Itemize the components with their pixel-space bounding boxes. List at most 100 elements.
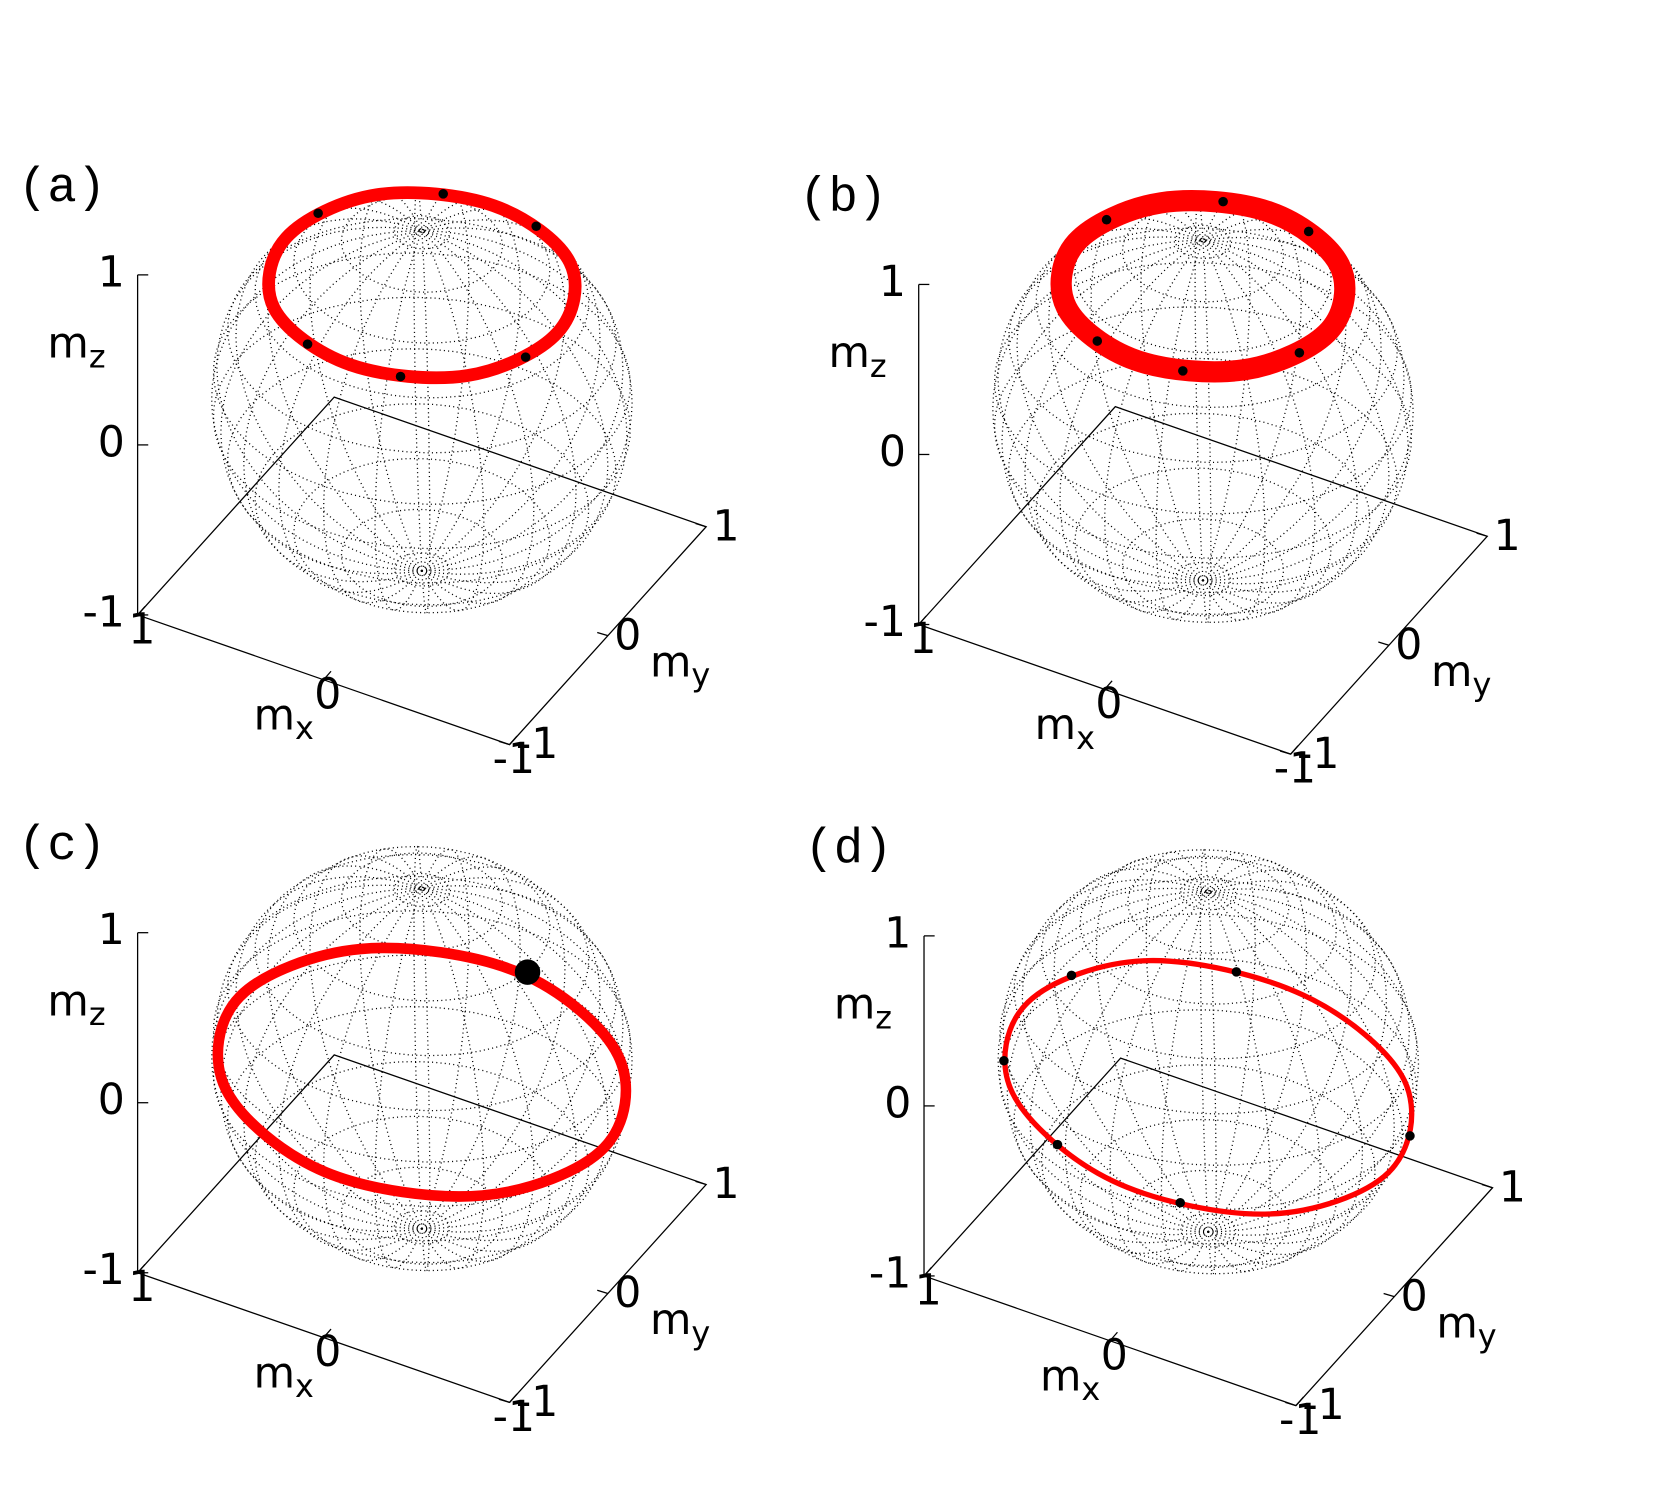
sphere-wire (293, 845, 551, 1002)
z-tick-label: 1 (98, 248, 125, 297)
sphere-wire (421, 227, 624, 572)
y-axis-label-sub: y (1478, 1317, 1497, 1355)
y-axis-label-sub: y (1472, 666, 1491, 704)
sphere-wire (413, 845, 423, 1229)
sphere-wire (1016, 227, 1204, 582)
y-tick-label: 0 (1395, 621, 1422, 670)
sphere-wire (1064, 891, 1209, 1254)
sphere-wire (267, 207, 423, 572)
sphere-wire (1208, 891, 1395, 1245)
sphere-wire (421, 198, 521, 572)
sphere-wire (1202, 239, 1390, 593)
sphere-wire (211, 887, 422, 1230)
sphere-wire (1040, 1064, 1376, 1267)
sphere-wire (267, 865, 423, 1230)
sphere-wire (421, 888, 577, 1252)
point (1294, 348, 1305, 358)
z-tick-label: -1 (82, 1246, 124, 1295)
sphere-wire (421, 230, 431, 614)
sphere-wire (999, 957, 1418, 1211)
sphere-wire (1008, 227, 1398, 464)
z-tick-label: 1 (879, 258, 906, 307)
sphere-wire (322, 230, 423, 604)
sphere-wire (243, 887, 423, 1241)
sphere-wire (1024, 239, 1204, 592)
x-tick (1295, 1396, 1304, 1407)
sphere-wire (1021, 879, 1209, 1233)
sphere-wire (216, 226, 423, 572)
z-axis-label: mz (834, 980, 892, 1036)
trajectory (1050, 190, 1356, 383)
y-tick (695, 1180, 707, 1186)
x-axis-label: mx (1040, 1352, 1100, 1408)
x-tick (323, 670, 332, 681)
sphere-wire (421, 230, 633, 572)
sphere-wire (1013, 879, 1404, 1115)
sphere-wire (993, 261, 1413, 515)
x-tick (918, 615, 927, 625)
sphere-wire (1048, 217, 1204, 581)
z-tick-label: 0 (98, 1076, 125, 1125)
x-tick (509, 1393, 518, 1403)
z-tick-label: 0 (884, 1079, 911, 1128)
z-axis-label-sub: z (89, 995, 106, 1033)
sphere-wire (1079, 1118, 1337, 1275)
panel-label: (d) (804, 821, 892, 877)
sphere-wire (421, 888, 535, 1263)
x-axis-label: mx (254, 1349, 314, 1405)
sphere-wire (1127, 855, 1290, 954)
point (313, 208, 323, 219)
sphere-wire (421, 885, 624, 1230)
z-tick-label: 0 (879, 428, 906, 477)
sphere-wire (1013, 1009, 1404, 1245)
sphere-wire (1202, 239, 1414, 582)
y-tick (597, 1289, 609, 1295)
sphere-wire (421, 888, 431, 1272)
sphere-wire (212, 252, 631, 505)
sphere-wire (421, 230, 485, 612)
sphere-wire (278, 230, 423, 593)
sphere-wire (212, 954, 631, 1208)
sphere-wire (421, 877, 601, 1230)
x-tick-label: 0 (314, 670, 341, 719)
sphere-wire (1207, 859, 1308, 1233)
sphere-wire (1109, 891, 1209, 1265)
point (531, 221, 541, 232)
sphere-wire (1053, 868, 1209, 1233)
x-tick (1109, 1331, 1118, 1342)
sphere-wire (1095, 858, 1209, 1233)
sphere-wire (421, 887, 628, 1233)
y-tick (1279, 750, 1291, 755)
y-tick (1378, 641, 1390, 646)
y-tick-label: -1 (1297, 730, 1339, 779)
x-axis-label-base: m (1040, 1352, 1081, 1401)
sphere-wire (1059, 239, 1204, 603)
sphere-wire (340, 194, 503, 293)
sphere-wire (421, 230, 535, 605)
point (395, 371, 406, 382)
sphere-wire (421, 230, 609, 584)
sphere-wire (1208, 888, 1410, 1233)
y-tick (1481, 1183, 1493, 1189)
y-axis-label-base: m (1431, 647, 1472, 696)
x-axis-label-sub: x (1076, 719, 1095, 757)
sphere-wire (243, 230, 423, 583)
y-tick-label: 0 (614, 1269, 641, 1318)
x-axis-label-base: m (254, 1349, 295, 1398)
sphere-wire (421, 856, 521, 1230)
z-axis-label-base: m (47, 319, 88, 368)
sphere-wire (1160, 891, 1209, 1272)
x-tick-label: 1 (128, 1263, 155, 1312)
sphere-wire (997, 891, 1209, 1233)
sphere-wire (1202, 239, 1409, 585)
z-axis-label-base: m (47, 977, 88, 1026)
sphere-wire (254, 403, 590, 606)
trajectory (262, 186, 582, 385)
point (1052, 1139, 1063, 1150)
x-tick (137, 1263, 146, 1274)
x-tick (509, 735, 518, 746)
sphere-wire (1035, 412, 1371, 616)
